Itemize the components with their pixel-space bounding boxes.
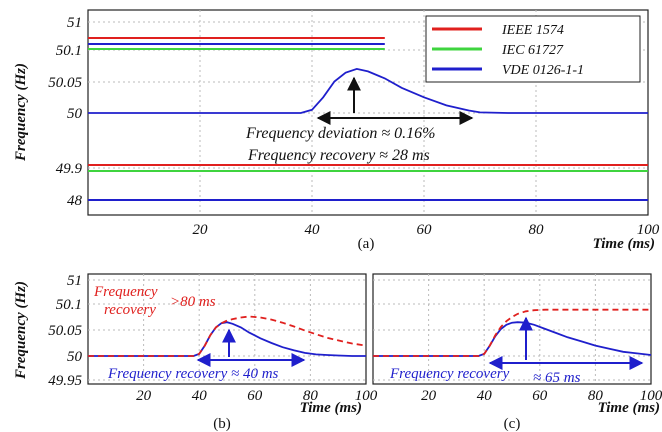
legend-label-iec: IEC 61727 (501, 43, 564, 58)
x-tick-c: 60 (532, 388, 548, 404)
y-tick-b: 50.05 (48, 323, 82, 339)
annotation-blue-b: Frequency recovery ≈ 40 ms (107, 366, 279, 382)
limit-lines-a (88, 37, 648, 201)
y-axis-label-a: Frequency (Hz) (13, 63, 29, 162)
annotation-red-line2: recovery (104, 302, 156, 318)
x-tick-c: 100 (640, 388, 662, 404)
caption-c: (c) (504, 416, 521, 432)
x-tick-a: 80 (529, 222, 545, 238)
x-axis-label-b: Time (ms) (300, 400, 362, 416)
annotation-red-value: >80 ms (170, 294, 216, 310)
x-tick-a: 20 (193, 222, 209, 238)
legend-label-vde: VDE 0126-1-1 (502, 63, 584, 78)
y-ticks-a: 51 50.1 50.05 50 49.9 48 (48, 15, 82, 209)
x-tick-b: 100 (355, 388, 378, 404)
panel-b: 51 50.1 50.05 50 49.95 20 40 60 80 100 Frequency… (13, 273, 378, 432)
x-axis-label-c: Time (ms) (598, 400, 660, 416)
annotation-deviation: Frequency deviation ≈ 0.16% (245, 125, 435, 142)
plot-frame-b (87, 273, 367, 385)
annotation-red-line1: Frequency (93, 284, 158, 300)
caption-a: (a) (358, 236, 375, 252)
y-tick-a: 50 (67, 106, 83, 122)
y-tick-a: 48 (67, 193, 83, 209)
frequency-series-b-dashed (88, 315, 367, 357)
x-ticks-c: 20 40 60 80 100 (421, 388, 662, 404)
x-ticks-b: 20 40 60 80 100 (136, 388, 378, 404)
y-ticks-b: 51 50.1 50.05 50 49.95 (48, 273, 82, 389)
x-tick-a: 100 (637, 222, 660, 238)
annotation-blue-c1: Frequency recovery (389, 366, 510, 382)
y-tick-b: 51 (67, 273, 82, 289)
x-tick-b: 60 (247, 388, 263, 404)
panel-a: 51 50.1 50.05 50 49.9 48 20 40 60 80 100 IEEE 157… (13, 9, 660, 252)
legend-label-ieee: IEEE 1574 (501, 23, 564, 38)
y-tick-b: 50.1 (56, 297, 82, 313)
x-tick-b: 80 (303, 388, 319, 404)
x-ticks-a: 20 40 60 80 100 (193, 222, 660, 238)
x-tick-b: 20 (136, 388, 152, 404)
y-tick-a: 50.1 (56, 43, 82, 59)
y-tick-a: 50.05 (48, 75, 82, 91)
y-axis-label-b: Frequency (Hz) (13, 281, 29, 380)
panel-c: 20 40 60 80 100 Frequency recovery ≈ 65 ms T… (372, 273, 662, 432)
frequency-series-a (88, 67, 648, 114)
plot-frame-c (372, 273, 652, 385)
x-tick-b: 40 (192, 388, 208, 404)
frequency-series-c-solid (373, 321, 652, 357)
x-tick-a: 60 (417, 222, 433, 238)
legend-a: IEEE 1574 IEC 61727 VDE 0126-1-1 (425, 15, 641, 83)
x-tick-a: 40 (305, 222, 321, 238)
annotation-recovery-a: Frequency recovery ≈ 28 ms (247, 147, 430, 164)
x-tick-c: 80 (588, 388, 604, 404)
caption-b: (b) (213, 416, 231, 432)
x-tick-c: 20 (421, 388, 437, 404)
frequency-series-c-dashed (373, 308, 651, 357)
y-tick-a: 49.9 (56, 161, 83, 177)
x-tick-c: 40 (477, 388, 493, 404)
y-tick-b: 50 (67, 349, 83, 365)
x-axis-label-a: Time (ms) (593, 236, 655, 252)
frequency-series-b-solid (88, 321, 366, 357)
annotation-blue-c2: ≈ 65 ms (533, 370, 581, 386)
y-tick-a: 51 (67, 15, 82, 31)
y-tick-b: 49.95 (48, 373, 82, 389)
